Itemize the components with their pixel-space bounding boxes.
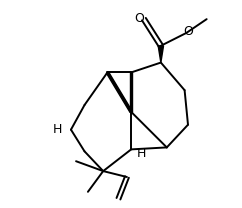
Text: O: O <box>134 12 144 25</box>
Text: H: H <box>136 147 146 160</box>
Text: O: O <box>183 25 193 38</box>
Text: H: H <box>53 123 62 136</box>
Polygon shape <box>130 72 132 112</box>
Polygon shape <box>158 46 164 63</box>
Polygon shape <box>106 72 132 113</box>
